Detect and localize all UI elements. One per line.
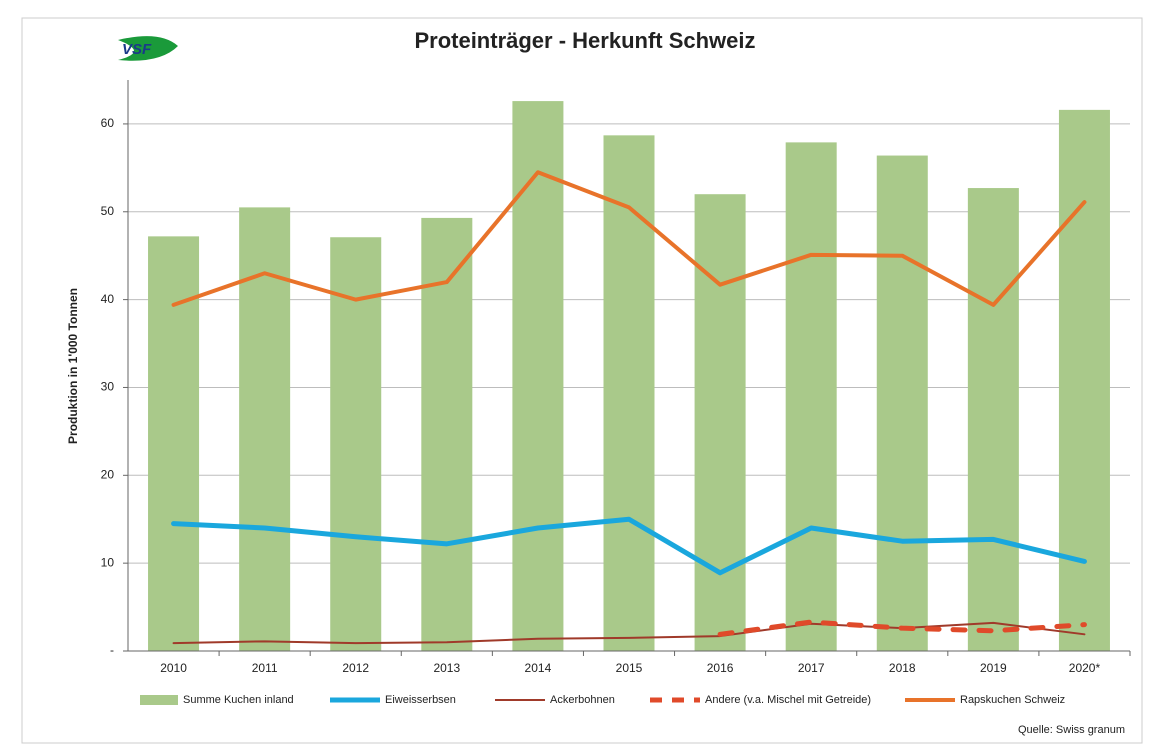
x-tick-label: 2011 <box>252 661 278 675</box>
x-tick-label: 2015 <box>616 661 643 675</box>
legend-label: Eiweisserbsen <box>385 694 456 706</box>
line <box>171 516 1087 576</box>
bar <box>785 142 837 651</box>
legend-label: Andere (v.a. Mischel mit Getreide) <box>705 694 871 706</box>
x-tick-label: 2014 <box>525 661 552 675</box>
bar <box>330 237 382 651</box>
bar <box>239 207 291 651</box>
y-tick-label: 30 <box>101 380 115 394</box>
x-tick-label: 2012 <box>342 661 369 675</box>
legend-label: Ackerbohnen <box>550 694 615 706</box>
frame <box>21 17 1143 744</box>
bar <box>876 155 928 651</box>
logo: VSF <box>118 36 178 61</box>
legend-swatch <box>140 695 178 705</box>
bar <box>512 101 564 652</box>
line <box>717 619 1087 637</box>
y-tick-label: 40 <box>101 292 115 306</box>
bar <box>1058 109 1110 652</box>
bar <box>967 188 1019 651</box>
logo-swoosh <box>118 36 178 61</box>
bar <box>694 194 746 651</box>
chart-title: Proteinträger - Herkunft Schweiz <box>414 28 755 53</box>
y-axis-label: Produktion in 1'000 Tonnen <box>66 288 80 444</box>
y-tick-label: - <box>110 643 114 657</box>
legend: Summe Kuchen inland Eiweisserbsen Ackerboh… <box>140 694 1065 706</box>
x-tick-label: 2016 <box>707 661 734 675</box>
y-tick-label: 20 <box>101 467 115 481</box>
legend-label: Summe Kuchen inland <box>183 694 294 706</box>
source: Quelle: Swiss granum <box>1018 724 1125 736</box>
y-tick-label: 10 <box>101 555 115 569</box>
legend-label: Rapskuchen Schweiz <box>960 694 1065 706</box>
bar <box>421 217 473 651</box>
line <box>172 621 1086 645</box>
x-tick-label: 2019 <box>980 661 1007 675</box>
x-tick-label: 2013 <box>433 661 460 675</box>
bar <box>603 135 655 651</box>
x-tick-label: 2017 <box>798 661 825 675</box>
x-tick-label: 2010 <box>160 661 187 675</box>
logo-text: VSF <box>122 41 152 58</box>
line <box>171 170 1087 307</box>
y-tick-label: 50 <box>101 204 115 218</box>
y-tick-label: 60 <box>101 116 115 130</box>
x-tick-label: 2020* <box>1069 661 1101 675</box>
x-tick-label: 2018 <box>889 661 916 675</box>
